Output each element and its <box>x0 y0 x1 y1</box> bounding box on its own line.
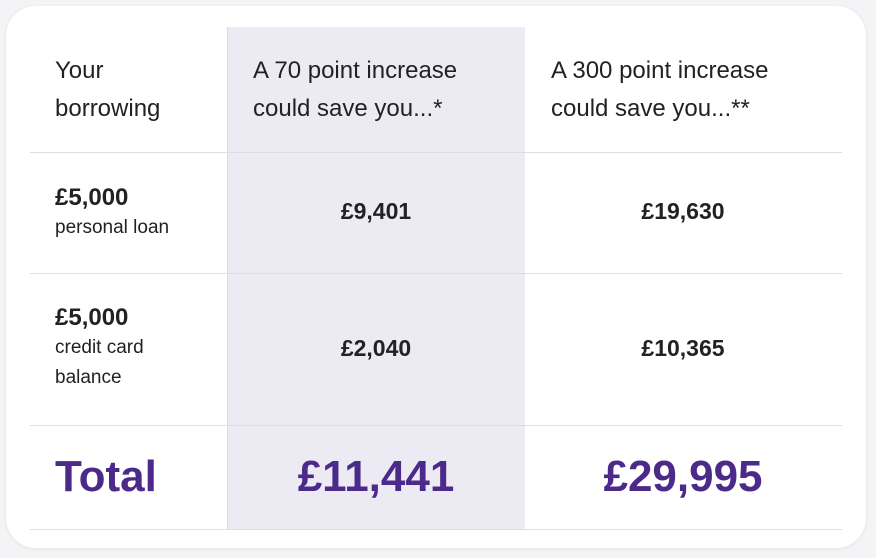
header-your-borrowing: Your borrowing <box>55 57 161 122</box>
divider <box>30 152 842 153</box>
total-save-70: £11,441 <box>297 452 455 501</box>
row-save-70: £9,401 <box>340 198 412 224</box>
table-row-label: £5,000 credit card balance <box>55 303 185 393</box>
row-amount: £5,000 <box>55 184 129 211</box>
row-amount: £5,000 <box>55 304 129 331</box>
header-70-point: A 70 point increase could save you...* <box>253 57 458 122</box>
divider <box>30 273 842 274</box>
total-label: Total <box>55 452 157 501</box>
divider <box>30 425 842 426</box>
highlight-column <box>227 27 525 529</box>
divider <box>30 529 842 530</box>
total-save-300: £29,995 <box>603 452 763 501</box>
row-save-300: £19,630 <box>641 198 725 224</box>
table-row-label: £5,000 personal loan <box>55 183 169 243</box>
row-type: personal loan <box>55 217 170 238</box>
row-type: credit card balance <box>55 337 144 388</box>
header-300-point: A 300 point increase could save you...** <box>551 57 769 122</box>
row-save-300: £10,365 <box>641 335 725 361</box>
row-save-70: £2,040 <box>340 335 412 361</box>
